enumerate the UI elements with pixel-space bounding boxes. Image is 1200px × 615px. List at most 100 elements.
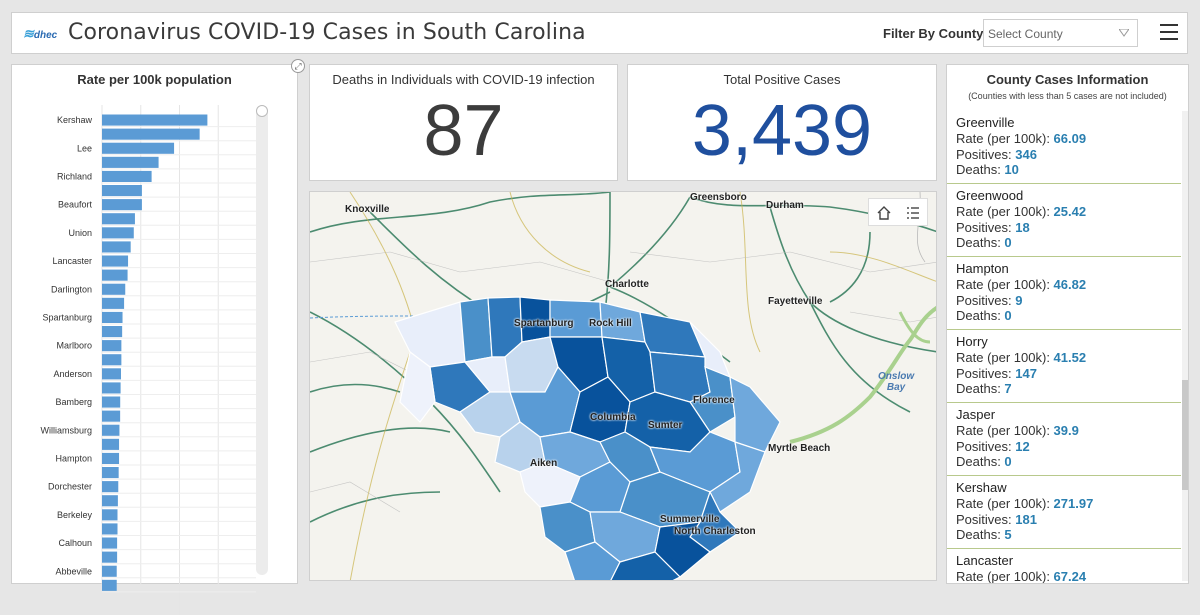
chart-bar[interactable] — [102, 297, 125, 309]
map-canvas[interactable] — [310, 192, 937, 581]
chart-category-label: Calhoun — [58, 538, 92, 548]
county-info-scrollbar[interactable] — [1182, 111, 1188, 581]
chart-bar[interactable] — [102, 523, 118, 535]
chart-bar[interactable] — [102, 185, 142, 197]
hamburger-menu-icon[interactable] — [1160, 24, 1178, 40]
county-rate-value: 25.42 — [1053, 204, 1087, 219]
county-deaths: Deaths: 7 — [956, 381, 1181, 397]
chart-scrollbar[interactable] — [256, 105, 268, 575]
chart-bar[interactable] — [102, 481, 119, 493]
county-rate-label: Rate (per 100k): — [956, 131, 1054, 146]
county-info-item[interactable]: Greenwood Rate (per 100k): 25.42 Positives… — [947, 184, 1181, 257]
county-rate-label: Rate (per 100k): — [956, 569, 1054, 584]
county-rate-label: Rate (per 100k): — [956, 423, 1054, 438]
chart-bar[interactable] — [102, 438, 120, 450]
chart-bar[interactable] — [102, 213, 135, 225]
county-info-item[interactable]: Hampton Rate (per 100k): 46.82 Positives: … — [947, 257, 1181, 330]
chart-bar[interactable] — [102, 565, 117, 577]
county-deaths-label: Deaths: — [956, 527, 1005, 542]
chart-bar[interactable] — [102, 382, 121, 394]
map-label-knoxville: Knoxville — [345, 204, 390, 215]
county-positives-label: Positives: — [956, 438, 1016, 454]
map-label-myrtle-beach: Myrtle Beach — [768, 443, 831, 454]
chart-bar[interactable] — [102, 170, 152, 182]
rate-chart-panel: Rate per 100k population Kershaw Lee Richl… — [11, 64, 298, 615]
chart-scroll-handle[interactable] — [256, 105, 268, 117]
map-label-charlotte: Charlotte — [605, 279, 649, 290]
county-deaths: Deaths: 0 — [956, 308, 1181, 324]
county-deaths: Deaths: 10 — [956, 162, 1181, 178]
county-map[interactable]: Knoxville Greensboro Durham Charlotte Fa… — [309, 191, 937, 581]
chart-bar[interactable] — [102, 537, 118, 549]
county-rate: Rate (per 100k): 39.9 — [956, 423, 1181, 439]
filter-by-county-label: Filter By County — [883, 26, 984, 41]
chart-bar[interactable] — [102, 368, 121, 380]
chart-bar[interactable] — [102, 326, 123, 338]
map-label-aiken: Aiken — [530, 458, 558, 469]
county-positives: Positives: 18 — [956, 220, 1181, 236]
chart-bar[interactable] — [102, 424, 120, 436]
chart-bar[interactable] — [102, 509, 118, 521]
chart-bar[interactable] — [102, 354, 122, 366]
county-deaths-label: Deaths: — [956, 454, 1005, 469]
county-name: Greenville — [956, 115, 1015, 130]
county-name: Horry — [956, 334, 988, 349]
county-info-item[interactable]: Horry Rate (per 100k): 41.52 Positives: 14… — [947, 330, 1181, 403]
chart-bar[interactable] — [102, 452, 120, 464]
county-deaths: Deaths: 0 — [956, 454, 1181, 470]
home-icon[interactable] — [874, 203, 894, 223]
chart-bar[interactable] — [102, 495, 118, 507]
chart-category-label: Beaufort — [58, 200, 93, 210]
chart-bar[interactable] — [102, 410, 121, 422]
county-deaths-label: Deaths: — [956, 308, 1005, 323]
county-info-item[interactable]: Kershaw Rate (per 100k): 271.97 Positives:… — [947, 476, 1181, 549]
chart-category-label: Dorchester — [48, 482, 92, 492]
chart-bar[interactable] — [102, 551, 118, 563]
county-info-item[interactable]: Greenville Rate (per 100k): 66.09 Positive… — [947, 111, 1181, 184]
county-deaths-value: 10 — [1004, 162, 1019, 177]
county-select[interactable]: Select County — [983, 19, 1138, 47]
chart-bar[interactable] — [102, 227, 134, 239]
chart-bar[interactable] — [102, 241, 131, 253]
county-rate-value: 66.09 — [1053, 131, 1087, 146]
county-name: Greenwood — [956, 188, 1024, 203]
chart-bar[interactable] — [102, 114, 208, 126]
chart-category-label: Darlington — [51, 284, 92, 294]
chart-bar[interactable] — [102, 340, 122, 352]
county-info-panel: County Cases Information (Counties with … — [946, 64, 1189, 584]
chart-category-label: Hampton — [55, 453, 92, 463]
chart-category-label: Union — [68, 228, 92, 238]
county-info-title: County Cases Information — [986, 72, 1149, 87]
county-deaths-value: 7 — [1004, 381, 1012, 396]
chart-title: Rate per 100k population — [77, 72, 232, 87]
county-positives-value: 181 — [1015, 511, 1037, 527]
deaths-value: 87 — [423, 91, 504, 171]
dhec-logo-mark-icon: ≋ — [23, 26, 34, 41]
expand-icon[interactable]: ⤢ — [291, 59, 305, 73]
county-deaths: Deaths: 5 — [956, 527, 1181, 543]
legend-list-icon[interactable] — [903, 203, 923, 223]
chart-bar[interactable] — [102, 156, 159, 168]
county-info-scroll-thumb[interactable] — [1182, 380, 1188, 490]
chart-bar[interactable] — [102, 579, 117, 591]
chart-bar[interactable] — [102, 142, 175, 154]
county-deaths-value: 0 — [1004, 454, 1012, 469]
page-title: Coronavirus COVID-19 Cases in South Caro… — [68, 20, 586, 45]
county-info-item[interactable]: Jasper Rate (per 100k): 39.9 Positives: 12… — [947, 403, 1181, 476]
chart-bar[interactable] — [102, 283, 126, 295]
chart-bar[interactable] — [102, 255, 129, 267]
county-deaths-label: Deaths: — [956, 235, 1005, 250]
chart-bar[interactable] — [102, 199, 142, 211]
county-positives: Positives: 147 — [956, 366, 1181, 382]
chart-bar[interactable] — [102, 269, 128, 281]
chart-category-label: Lee — [77, 143, 92, 153]
chart-bar[interactable] — [102, 396, 121, 408]
chart-bar[interactable] — [102, 467, 119, 479]
county-info-list[interactable]: Greenville Rate (per 100k): 66.09 Positive… — [947, 111, 1181, 584]
positive-cases-label: Total Positive Cases — [723, 72, 841, 87]
chart-category-label: Lancaster — [52, 256, 92, 266]
county-name: Lancaster — [956, 553, 1014, 568]
chart-bar[interactable] — [102, 128, 200, 140]
chart-bar[interactable] — [102, 311, 123, 323]
